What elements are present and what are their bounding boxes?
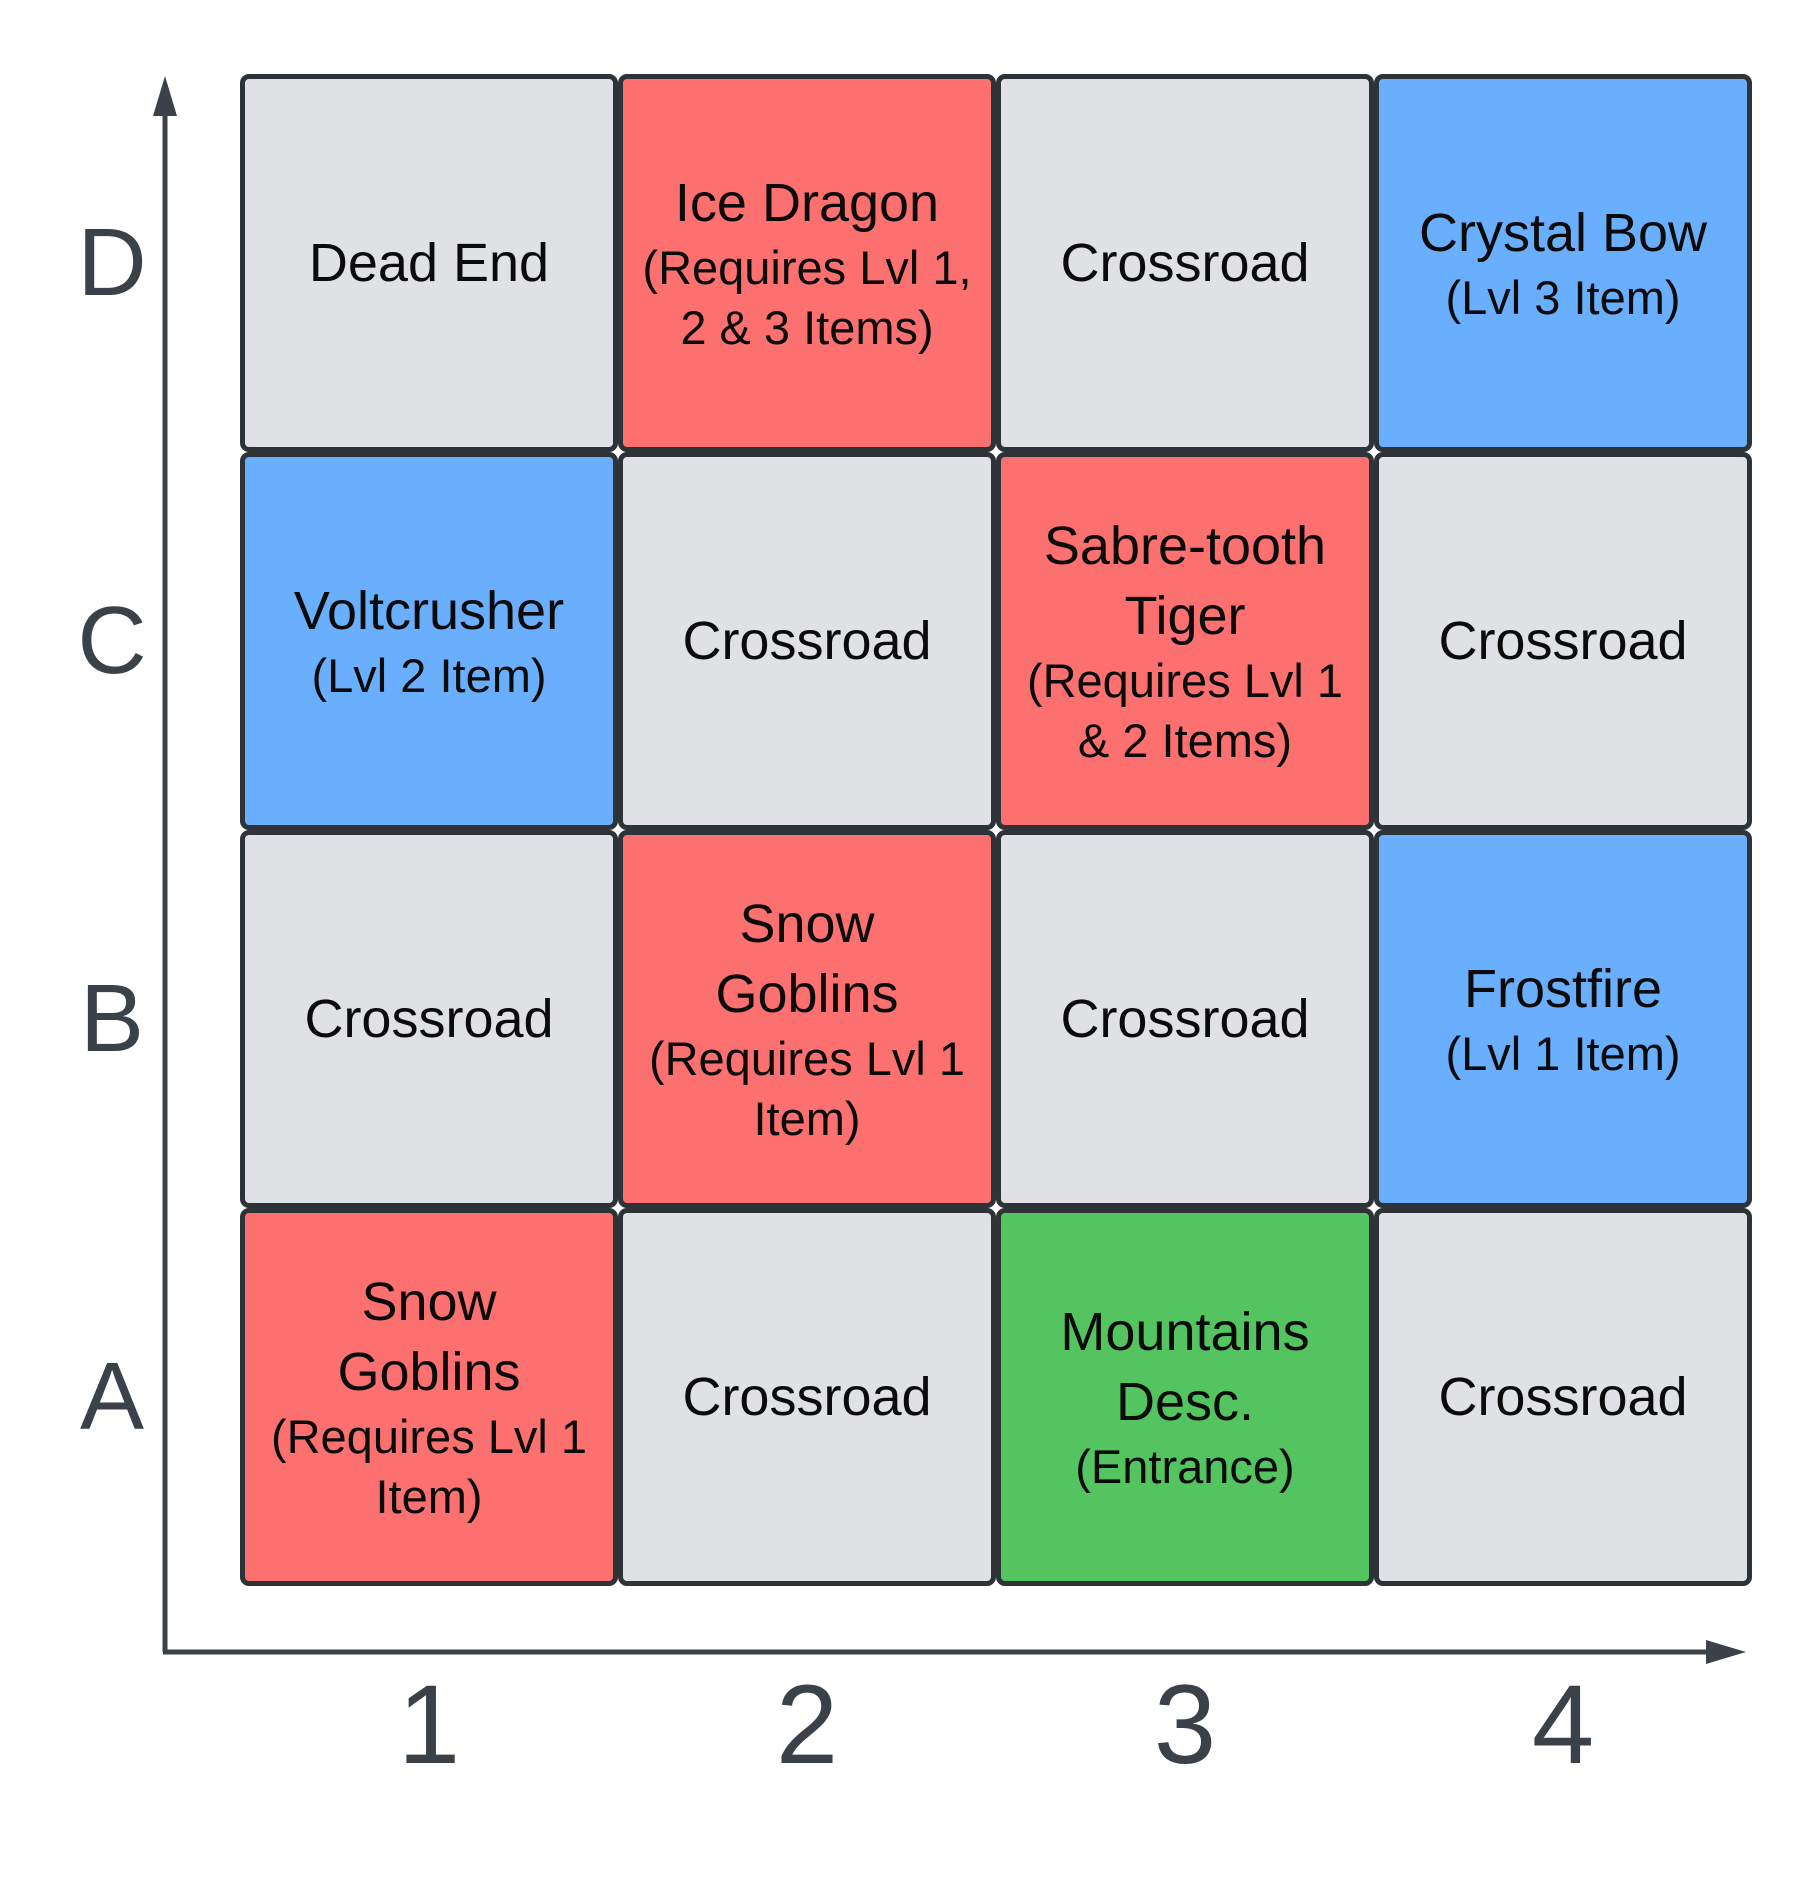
y-axis — [153, 76, 177, 1652]
row-label-d: D — [77, 209, 147, 316]
cell-subtitle: (Requires Lvl 1 Item) — [648, 1032, 966, 1145]
column-label-2: 2 — [775, 1662, 839, 1787]
cell-title: Ice Dragon — [674, 173, 940, 233]
map-cell-d2: Ice Dragon (Requires Lvl 1, 2 & 3 Items) — [618, 74, 996, 452]
map-cell-b4: Frostfire (Lvl 1 Item) — [1374, 830, 1752, 1208]
column-label-3: 3 — [1153, 1662, 1217, 1787]
cell-subtitle: (Requires Lvl 1, 2 & 3 Items) — [642, 241, 972, 354]
map-cell-c4: Crossroad — [1374, 452, 1752, 830]
cell-title: Snow Goblins — [715, 894, 899, 1024]
map-cell-c2: Crossroad — [618, 452, 996, 830]
cell-subtitle: (Lvl 3 Item) — [1445, 271, 1681, 324]
cell-title: Sabre-tooth Tiger — [1043, 516, 1327, 646]
row-label-b: B — [79, 965, 145, 1072]
cell-title: Mountains Desc. — [1060, 1302, 1310, 1432]
x-axis — [163, 1640, 1746, 1664]
map-cell-a1: Snow Goblins (Requires Lvl 1 Item) — [240, 1208, 618, 1586]
cell-title: Crossroad — [682, 611, 932, 671]
cell-title: Crossroad — [682, 1367, 932, 1427]
column-label-1: 1 — [397, 1662, 461, 1787]
cell-title: Dead End — [308, 233, 550, 293]
cell-title: Crossroad — [1060, 989, 1310, 1049]
cell-title: Voltcrusher — [293, 581, 565, 641]
cell-title: Crossroad — [1438, 1367, 1688, 1427]
cell-subtitle: (Requires Lvl 1 Item) — [270, 1410, 588, 1523]
map-cell-b3: Crossroad — [996, 830, 1374, 1208]
map-cell-d3: Crossroad — [996, 74, 1374, 452]
column-label-4: 4 — [1531, 1662, 1595, 1787]
map-grid: Dead End Ice Dragon (Requires Lvl 1, 2 & 3… — [240, 74, 1752, 1586]
map-cell-a4: Crossroad — [1374, 1208, 1752, 1586]
map-cell-a2: Crossroad — [618, 1208, 996, 1586]
map-cell-d1: Dead End — [240, 74, 618, 452]
map-cell-b1: Crossroad — [240, 830, 618, 1208]
cell-title: Crossroad — [1438, 611, 1688, 671]
cell-title: Frostfire — [1463, 959, 1663, 1019]
cell-subtitle: (Lvl 1 Item) — [1445, 1027, 1681, 1080]
map-cell-a3: Mountains Desc. (Entrance) — [996, 1208, 1374, 1586]
map-cell-c3: Sabre-tooth Tiger (Requires Lvl 1 & 2 Ite… — [996, 452, 1374, 830]
map-cell-b2: Snow Goblins (Requires Lvl 1 Item) — [618, 830, 996, 1208]
row-label-a: A — [79, 1343, 145, 1450]
cell-title: Crossroad — [1060, 233, 1310, 293]
cell-title: Snow Goblins — [337, 1272, 521, 1402]
map-cell-c1: Voltcrusher (Lvl 2 Item) — [240, 452, 618, 830]
cell-title: Crystal Bow — [1418, 203, 1708, 263]
cell-subtitle: (Requires Lvl 1 & 2 Items) — [1026, 654, 1344, 767]
cell-subtitle: (Entrance) — [1075, 1440, 1295, 1493]
cell-title: Crossroad — [304, 989, 554, 1049]
map-cell-d4: Crystal Bow (Lvl 3 Item) — [1374, 74, 1752, 452]
row-label-c: C — [77, 587, 147, 694]
cell-subtitle: (Lvl 2 Item) — [311, 649, 547, 702]
